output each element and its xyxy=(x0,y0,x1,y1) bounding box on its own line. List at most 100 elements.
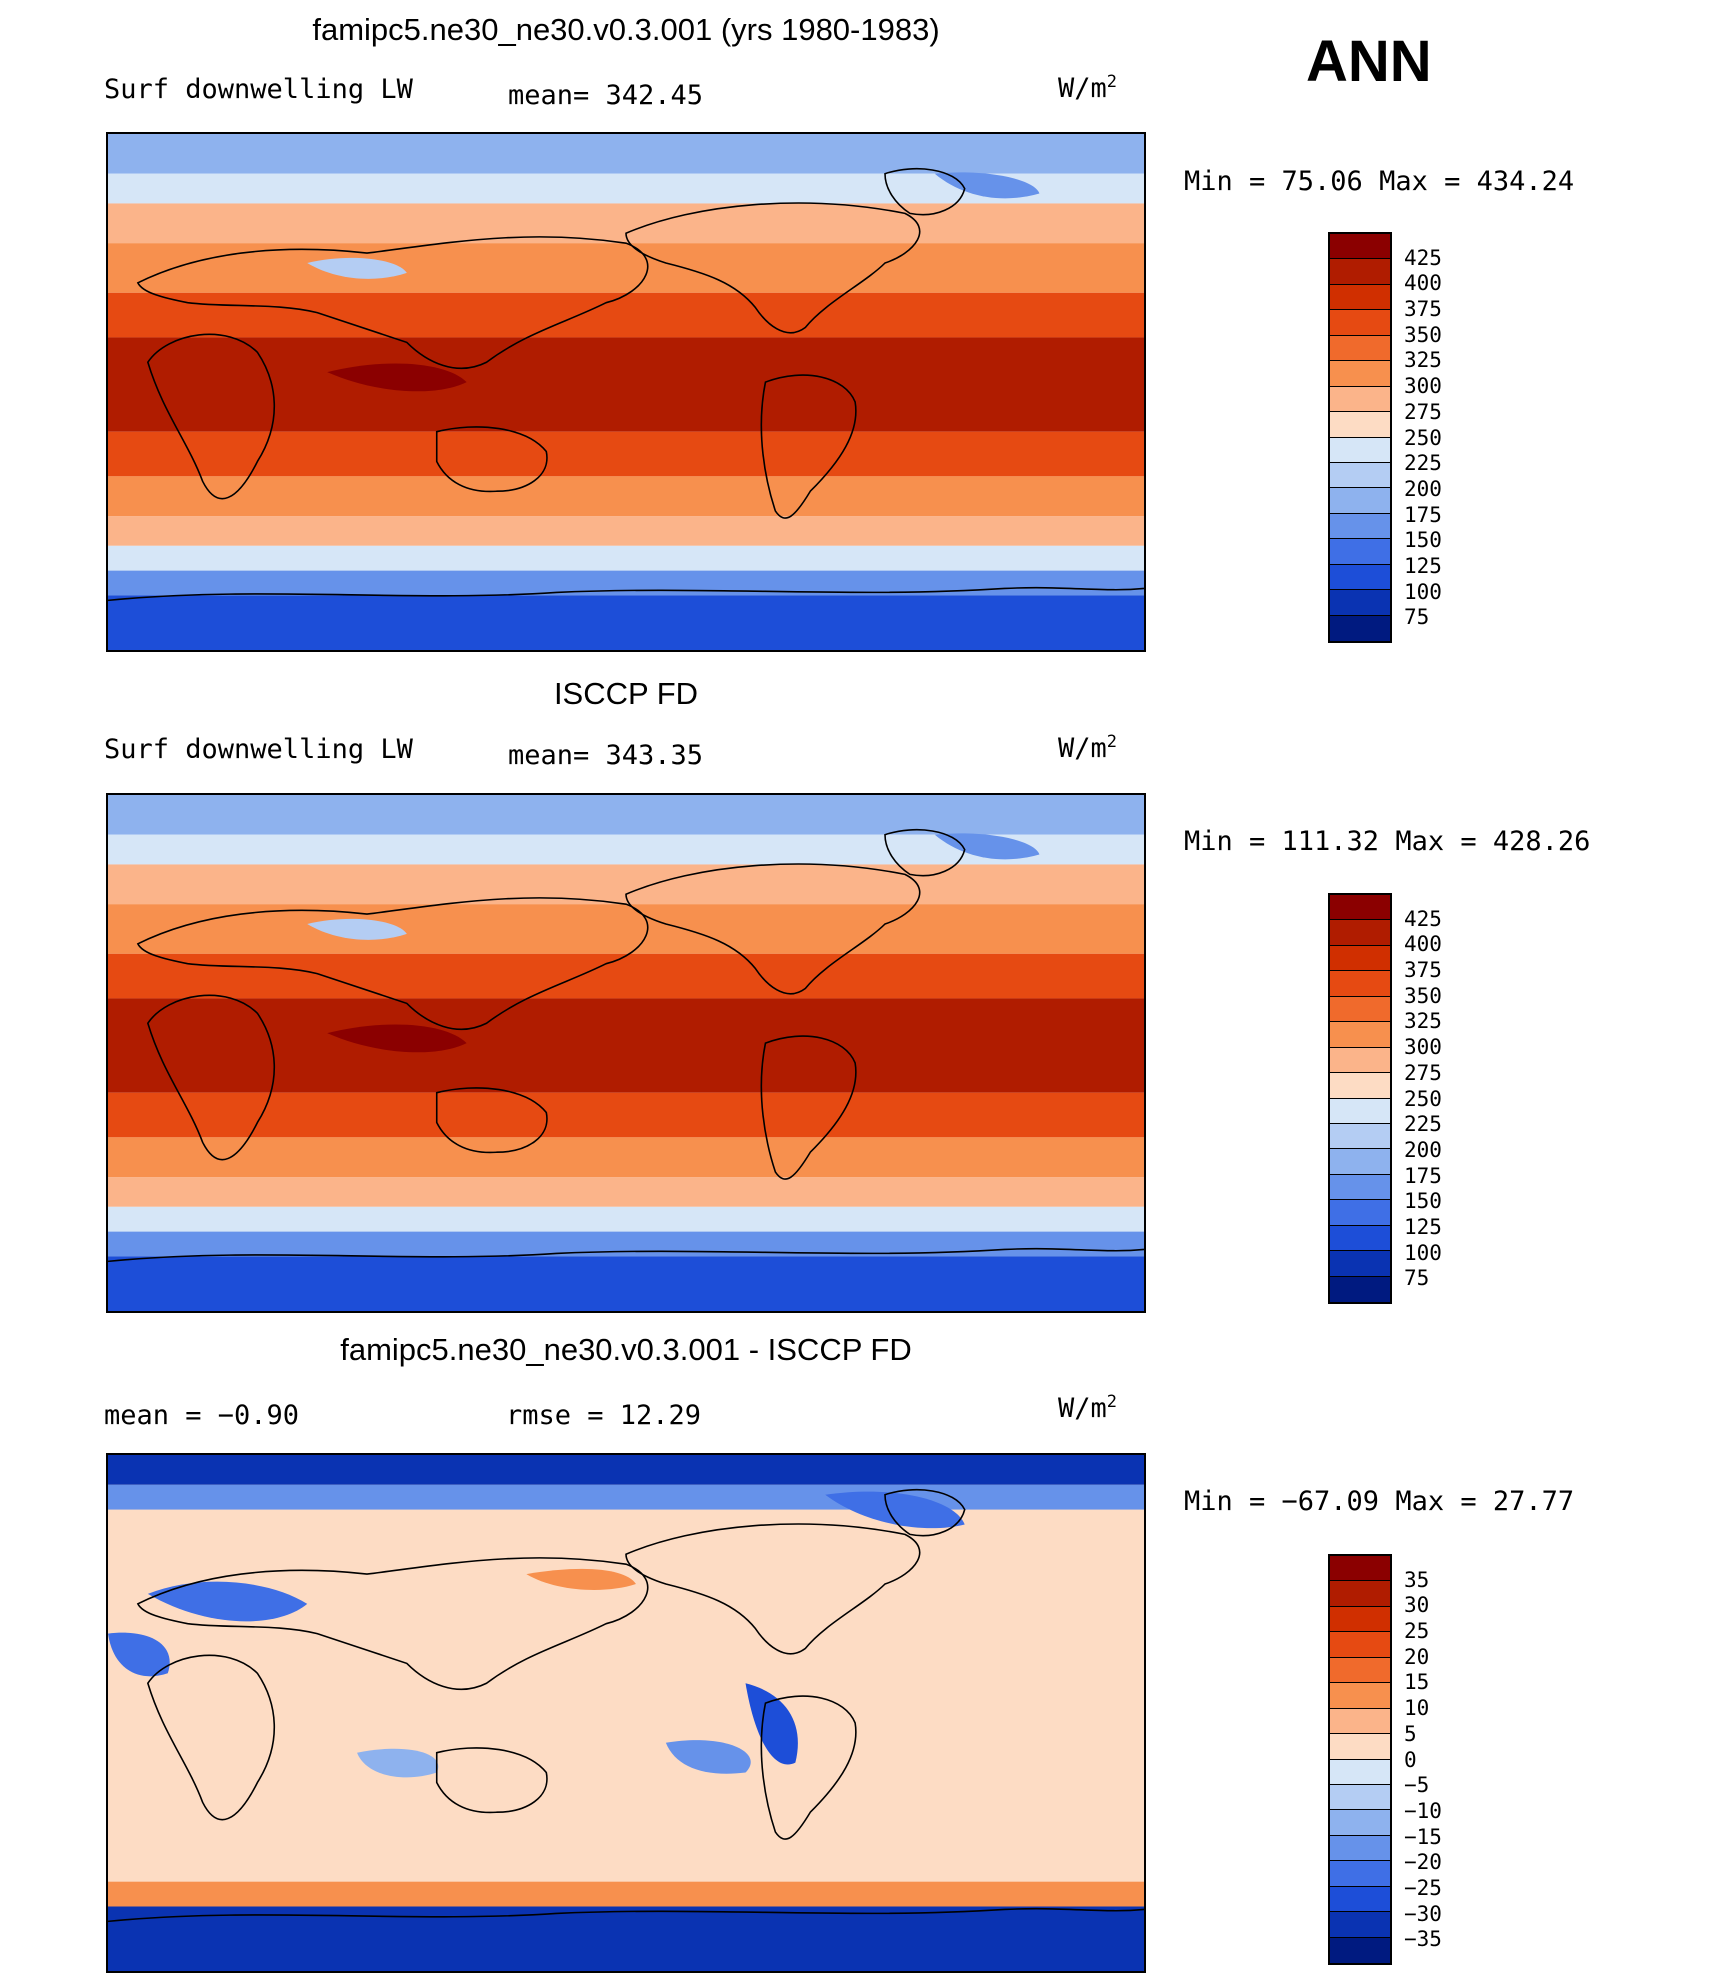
map-field-obs xyxy=(108,795,1144,1311)
colorbar-swatch xyxy=(1330,1708,1390,1735)
colorbar-swatch xyxy=(1330,259,1390,285)
mean-label-model: mean= 342.45 xyxy=(508,80,704,111)
colorbar-swatch xyxy=(1330,437,1390,463)
colorbar-swatch xyxy=(1330,1581,1390,1607)
panel-title-diff: famipc5.ne30_ne30.v0.3.001 - ISCCP FD xyxy=(340,1332,912,1367)
colorbar-tick-label: 400 xyxy=(1404,271,1442,296)
colorbar-tick-label: 100 xyxy=(1404,1240,1442,1265)
colorbar-tick-label: 275 xyxy=(1404,1060,1442,1085)
colorbar-tick-label: 400 xyxy=(1404,932,1442,957)
colorbar-tick-label: 5 xyxy=(1404,1721,1417,1746)
variable-label-obs: Surf downwelling LW xyxy=(104,734,413,765)
colorbar-swatch xyxy=(1330,996,1390,1023)
colorbar-tick-label: 75 xyxy=(1404,605,1430,630)
colorbar-tick-label: 200 xyxy=(1404,476,1442,501)
colorbar-tick-label: 425 xyxy=(1404,245,1442,270)
colorbar-swatch xyxy=(1330,1912,1390,1938)
colorbar-swatch xyxy=(1330,284,1390,311)
colorbar-swatch xyxy=(1330,1937,1390,1963)
colorbar-tick-label: 175 xyxy=(1404,502,1442,527)
map-model xyxy=(106,132,1146,652)
colorbar-obs xyxy=(1328,893,1392,1304)
colorbar-swatch xyxy=(1330,895,1390,921)
colorbar-swatch xyxy=(1330,971,1390,997)
colorbar-swatch xyxy=(1330,1835,1390,1862)
colorbar-swatch xyxy=(1330,1886,1390,1913)
colorbar-tick-label: 275 xyxy=(1404,399,1442,424)
colorbar-tick-label: 300 xyxy=(1404,374,1442,399)
colorbar-model xyxy=(1328,232,1392,643)
colorbar-swatch xyxy=(1330,1734,1390,1760)
colorbar-tick-label: −15 xyxy=(1404,1824,1442,1849)
colorbar-swatch xyxy=(1330,1225,1390,1252)
colorbar-swatch xyxy=(1330,1632,1390,1658)
colorbar-tick-label: 0 xyxy=(1404,1747,1417,1772)
units-label-obs: W/m2 xyxy=(1058,732,1117,764)
colorbar-tick-label: 225 xyxy=(1404,451,1442,476)
season-label: ANN xyxy=(1306,29,1432,94)
colorbar-diff xyxy=(1328,1554,1392,1965)
colorbar-tick-label: 125 xyxy=(1404,553,1442,578)
colorbar-tick-label: 20 xyxy=(1404,1644,1430,1669)
colorbar-tick-label: 150 xyxy=(1404,528,1442,553)
mean-label-obs: mean= 343.35 xyxy=(508,740,704,771)
colorbar-tick-label: 125 xyxy=(1404,1214,1442,1239)
colorbar-tick-label: 250 xyxy=(1404,1086,1442,1111)
colorbar-swatch xyxy=(1330,361,1390,387)
colorbar-swatch xyxy=(1330,1276,1390,1302)
colorbar-tick-label: −5 xyxy=(1404,1773,1430,1798)
variable-label-model: Surf downwelling LW xyxy=(104,74,413,105)
colorbar-tick-label: −35 xyxy=(1404,1927,1442,1952)
units-label-model: W/m2 xyxy=(1058,72,1117,104)
colorbar-tick-label: 425 xyxy=(1404,906,1442,931)
map-obs xyxy=(106,793,1146,1313)
colorbar-swatch xyxy=(1330,1606,1390,1633)
colorbar-tick-label: 150 xyxy=(1404,1189,1442,1214)
panel-title-model: famipc5.ne30_ne30.v0.3.001 (yrs 1980-198… xyxy=(312,12,940,47)
units-superscript: 2 xyxy=(1106,732,1118,752)
colorbar-swatch xyxy=(1330,590,1390,616)
colorbar-tick-label: 325 xyxy=(1404,348,1442,373)
diff-mean-label: mean = −0.90 xyxy=(104,1400,300,1431)
colorbar-swatch xyxy=(1330,1149,1390,1175)
colorbar-swatch xyxy=(1330,1047,1390,1074)
units-text: W/m xyxy=(1058,73,1107,104)
colorbar-swatch xyxy=(1330,1657,1390,1684)
colorbar-tick-label: −10 xyxy=(1404,1798,1442,1823)
colorbar-tick-label: 10 xyxy=(1404,1696,1430,1721)
colorbar-swatch xyxy=(1330,386,1390,413)
colorbar-swatch xyxy=(1330,1022,1390,1048)
colorbar-tick-label: 325 xyxy=(1404,1009,1442,1034)
colorbar-swatch xyxy=(1330,412,1390,438)
colorbar-swatch xyxy=(1330,1251,1390,1277)
panel-title-obs: ISCCP FD xyxy=(553,676,699,711)
colorbar-tick-label: −20 xyxy=(1404,1850,1442,1875)
colorbar-swatch xyxy=(1330,1174,1390,1201)
colorbar-swatch xyxy=(1330,1784,1390,1811)
rmse-label: rmse = 12.29 xyxy=(506,1400,702,1431)
colorbar-swatch xyxy=(1330,513,1390,540)
colorbar-swatch xyxy=(1330,1200,1390,1226)
colorbar-swatch xyxy=(1330,539,1390,565)
colorbar-swatch xyxy=(1330,615,1390,641)
colorbar-swatch xyxy=(1330,1861,1390,1887)
colorbar-swatch xyxy=(1330,1810,1390,1836)
map-field-diff xyxy=(108,1455,1144,1971)
colorbar-tick-label: 350 xyxy=(1404,983,1442,1008)
colorbar-tick-label: 250 xyxy=(1404,425,1442,450)
units-label-diff: W/m2 xyxy=(1058,1392,1117,1424)
colorbar-tick-label: −30 xyxy=(1404,1901,1442,1926)
map-diff xyxy=(106,1453,1146,1973)
map-field-model xyxy=(108,134,1144,650)
colorbar-tick-label: 225 xyxy=(1404,1112,1442,1137)
colorbar-tick-label: 30 xyxy=(1404,1593,1430,1618)
colorbar-tick-label: 35 xyxy=(1404,1567,1430,1592)
minmax-label-diff: Min = −67.09 Max = 27.77 xyxy=(1184,1486,1575,1517)
colorbar-tick-label: 15 xyxy=(1404,1670,1430,1695)
colorbar-swatch xyxy=(1330,310,1390,336)
units-text: W/m xyxy=(1058,733,1107,764)
colorbar-tick-label: 25 xyxy=(1404,1619,1430,1644)
colorbar-swatch xyxy=(1330,488,1390,514)
colorbar-swatch xyxy=(1330,945,1390,972)
colorbar-swatch xyxy=(1330,1759,1390,1785)
